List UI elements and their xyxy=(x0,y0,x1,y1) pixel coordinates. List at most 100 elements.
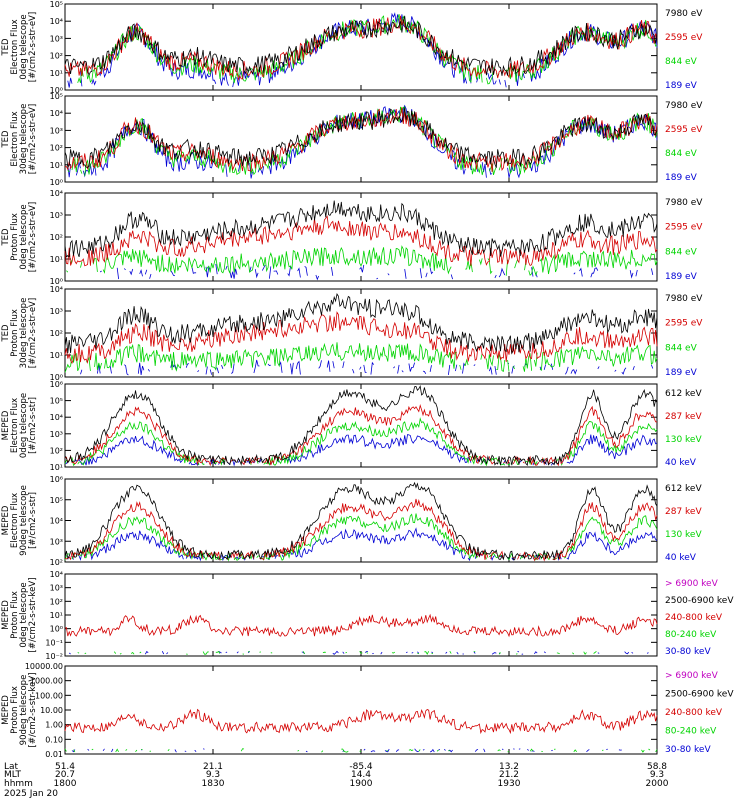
y-tick-label: 10² xyxy=(50,144,63,153)
y-axis-label: MEPED xyxy=(1,600,11,630)
y-axis-label: 90deg telescope xyxy=(19,485,29,556)
y-axis-label: Electron Flux xyxy=(10,19,20,74)
x-axis-row-value: 13.2 xyxy=(499,762,519,772)
x-axis-row-value: 9.3 xyxy=(206,770,220,780)
series-line-30-80-kev xyxy=(69,651,657,654)
y-axis-label: MEPED xyxy=(1,505,11,535)
y-tick-label: 10³ xyxy=(50,34,63,43)
legend-entry: 130 keV xyxy=(665,435,702,445)
x-axis-row-label: Lat xyxy=(4,762,19,772)
y-tick-label: 10⁵ xyxy=(50,496,63,505)
series-line-612-kev xyxy=(64,384,658,466)
series-line-7980-ev xyxy=(64,15,658,77)
series-line-189-ev xyxy=(80,359,654,376)
legend-entry: 80-240 keV xyxy=(665,630,717,640)
series-line-7980-ev xyxy=(64,107,658,169)
y-tick-label: 10⁰ xyxy=(50,625,63,634)
y-axis-label: Electron Flux xyxy=(10,398,20,453)
legend-entry: 7980 eV xyxy=(665,101,703,111)
y-axis-label: MEPED xyxy=(1,410,11,440)
x-axis-row-value: 9.3 xyxy=(650,770,664,780)
series-line-240-800-kev xyxy=(64,613,658,638)
legend-entry: 80-240 keV xyxy=(665,727,717,737)
y-tick-label: 10⁻² xyxy=(45,652,63,661)
y-tick-label: 1.00 xyxy=(45,721,63,730)
legend-entry: 2595 eV xyxy=(665,125,703,135)
y-axis-label: TED xyxy=(1,38,11,57)
y-tick-label: 10³ xyxy=(50,430,63,439)
y-tick-label: 100.00 xyxy=(35,691,63,700)
y-tick-label: 10⁴ xyxy=(50,570,63,579)
legend-entry: 844 eV xyxy=(665,343,698,353)
y-tick-label: 10¹ xyxy=(50,255,63,264)
y-axis-label: [#/cm2-s-str-eV] xyxy=(28,202,38,272)
x-axis-row-value: -85.4 xyxy=(349,762,373,772)
legend-entry: 40 keV xyxy=(665,458,697,468)
y-axis-label: Proton Flux xyxy=(10,591,20,639)
legend-entry: 7980 eV xyxy=(665,294,703,304)
series-line-844-ev xyxy=(66,245,658,277)
x-axis-row-label: hhmm xyxy=(4,779,33,789)
legend-entry: 189 eV xyxy=(665,272,698,282)
y-tick-label: 10³ xyxy=(50,537,63,546)
y-tick-label: 10⁶ xyxy=(50,380,63,389)
series-line-287-kev xyxy=(64,403,658,467)
y-tick-label: 10⁴ xyxy=(50,517,63,526)
y-tick-label: 10¹ xyxy=(50,161,63,170)
y-axis-label: Proton Flux xyxy=(10,686,20,734)
y-axis-label: TED xyxy=(1,228,11,247)
y-axis-label: MEPED xyxy=(1,695,11,725)
y-tick-label: 10⁴ xyxy=(50,17,63,26)
x-axis-row-value: 51.4 xyxy=(55,762,75,772)
y-axis-label: 30deg telescope xyxy=(19,298,29,369)
y-axis-label: Electron Flux xyxy=(10,493,20,548)
x-axis-row-value: 14.4 xyxy=(351,770,371,780)
y-tick-label: 10⁴ xyxy=(50,285,63,294)
y-axis-label: [#/cm2-s-str] xyxy=(28,492,38,549)
y-axis-label: Proton Flux xyxy=(10,213,20,261)
y-axis-label: 0deg telescope xyxy=(19,14,29,79)
series-line-40-kev xyxy=(64,434,658,467)
y-tick-label: 10² xyxy=(50,446,63,455)
y-tick-label: 10³ xyxy=(50,584,63,593)
y-axis-label: Proton Flux xyxy=(10,309,20,357)
y-tick-label: 10⁵ xyxy=(50,92,63,101)
y-axis-label: TED xyxy=(1,130,11,149)
series-line-7980-ev xyxy=(64,292,658,355)
y-tick-label: 10⁵ xyxy=(50,397,63,406)
y-tick-label: 10² xyxy=(50,329,63,338)
y-tick-label: 10⁵ xyxy=(50,0,63,9)
legend-entry: 2500-6900 keV xyxy=(665,596,734,606)
y-tick-label: 10⁶ xyxy=(50,475,63,484)
y-tick-label: 10⁰ xyxy=(50,277,63,286)
y-tick-label: 10⁴ xyxy=(50,413,63,422)
legend-entry: 189 eV xyxy=(665,173,698,183)
date-label: 2025 Jan 20 xyxy=(4,789,58,799)
legend-entry: 40 keV xyxy=(665,553,697,563)
series-line-240-800-kev xyxy=(64,708,658,735)
x-axis-row-value: 58.8 xyxy=(647,762,667,772)
y-tick-label: 10¹ xyxy=(50,611,63,620)
y-axis-label: [#/cm2-s-str-eV] xyxy=(28,104,38,174)
legend-entry: 287 keV xyxy=(665,507,702,517)
panel-frame xyxy=(64,665,658,755)
legend-entry: 2500-6900 keV xyxy=(665,690,734,700)
y-tick-label: 0.01 xyxy=(45,750,63,759)
y-axis-label: [#/cm2-s-str-keV] xyxy=(28,673,38,748)
y-tick-label: 10.00 xyxy=(40,706,63,715)
legend-entry: 612 keV xyxy=(665,484,702,494)
y-tick-label: 10³ xyxy=(50,126,63,135)
legend-entry: 2595 eV xyxy=(665,319,703,329)
series-line-612-kev xyxy=(64,481,658,561)
panel-frame xyxy=(64,573,658,657)
y-axis-label: [#/cm2-s-str] xyxy=(28,397,38,454)
y-tick-label: 10³ xyxy=(50,211,63,220)
series-line-7980-ev xyxy=(64,200,658,258)
y-tick-label: 10000.00 xyxy=(25,662,63,671)
series-line-130-kev xyxy=(64,513,658,562)
y-tick-label: 10¹ xyxy=(50,351,63,360)
legend-entry: 2595 eV xyxy=(665,223,703,233)
series-line-844-ev xyxy=(77,13,658,85)
x-axis-row-value: 1930 xyxy=(498,779,521,789)
y-axis-label: 0deg telescope xyxy=(19,393,29,458)
